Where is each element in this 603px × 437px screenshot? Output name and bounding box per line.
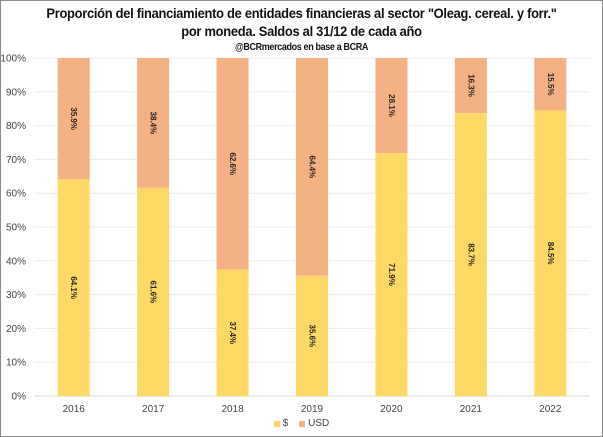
data-label-peso-2018: 37.4% xyxy=(228,321,237,344)
bar-peso-2022 xyxy=(534,110,567,396)
bar-peso-2017 xyxy=(137,187,170,396)
bar-usd-2019 xyxy=(296,58,328,276)
x-tick-label: 2019 xyxy=(301,404,324,415)
bar-usd-2021 xyxy=(454,58,487,114)
x-tick-label: 2022 xyxy=(539,404,562,415)
bar-peso-2018 xyxy=(216,269,249,396)
y-tick-label: 80% xyxy=(6,121,26,132)
data-label-usd-2017: 38.4% xyxy=(149,112,158,135)
data-label-usd-2021: 16.3% xyxy=(466,74,475,97)
bar-peso-2016 xyxy=(57,179,90,396)
bar-usd-2022 xyxy=(534,58,567,111)
data-label-peso-2016: 64.1% xyxy=(69,276,78,299)
chart-source: @BCRmercados en base a BCRA xyxy=(234,42,369,53)
bar-usd-2017 xyxy=(137,58,170,188)
bar-peso-2019 xyxy=(296,275,328,396)
data-label-usd-2016: 35.9% xyxy=(69,107,78,130)
x-tick-label: 2021 xyxy=(460,404,483,415)
legend-swatch-peso xyxy=(273,420,280,427)
legend-label-peso: $ xyxy=(282,418,289,429)
x-tick-label: 2018 xyxy=(221,404,244,415)
data-label-peso-2020: 71.9% xyxy=(387,263,396,286)
y-tick-label: 100% xyxy=(0,54,26,65)
y-tick-label: 20% xyxy=(6,324,26,335)
y-tick-label: 50% xyxy=(6,223,26,234)
y-tick-label: 40% xyxy=(6,256,26,267)
bar-usd-2016 xyxy=(57,58,90,180)
bar-peso-2020 xyxy=(375,152,408,396)
data-label-usd-2019: 64.4% xyxy=(308,155,317,178)
data-label-peso-2022: 84.5% xyxy=(546,242,555,265)
data-label-peso-2019: 35.6% xyxy=(308,324,317,347)
x-tick-label: 2020 xyxy=(380,404,403,415)
bar-usd-2020 xyxy=(375,58,408,153)
bar-usd-2018 xyxy=(216,58,249,270)
legend-swatch-usd xyxy=(299,420,306,427)
y-tick-label: 10% xyxy=(6,358,26,369)
legend: $ USD xyxy=(0,418,603,430)
y-tick-label: 30% xyxy=(6,290,26,301)
legend-item-usd: USD xyxy=(299,418,329,429)
y-tick-label: 60% xyxy=(6,189,26,200)
data-label-usd-2018: 62.6% xyxy=(228,152,237,175)
legend-label-usd: USD xyxy=(308,418,330,429)
data-label-peso-2017: 61.6% xyxy=(149,281,158,304)
x-tick-label: 2017 xyxy=(142,404,165,415)
legend-item-peso: $ xyxy=(273,418,289,429)
y-tick-label: 90% xyxy=(6,87,26,98)
chart-title: Proporción del financiamiento de entidad… xyxy=(46,5,557,21)
y-tick-label: 70% xyxy=(6,155,26,166)
data-label-usd-2020: 28.1% xyxy=(387,94,396,117)
bar-peso-2021 xyxy=(454,113,487,397)
x-tick-label: 2016 xyxy=(63,404,86,415)
data-label-usd-2022: 15.5% xyxy=(546,73,555,96)
y-tick-label: 0% xyxy=(12,392,27,403)
data-label-peso-2021: 83.7% xyxy=(466,243,475,266)
chart-subtitle: por moneda. Saldos al 31/12 de cada año xyxy=(181,23,422,39)
